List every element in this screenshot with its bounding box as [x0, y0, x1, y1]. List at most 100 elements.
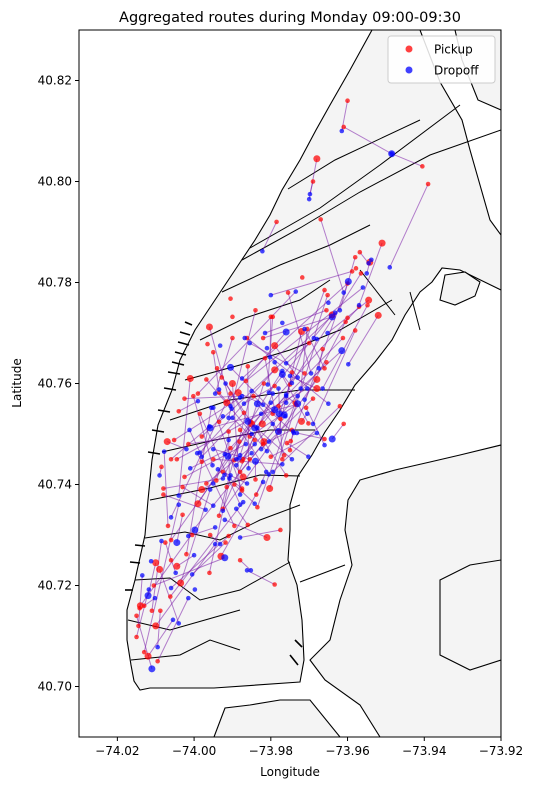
- dropoff-point: [293, 289, 299, 294]
- pickup-point: [223, 399, 231, 407]
- dropoff-point: [280, 320, 285, 326]
- dropoff-point: [369, 257, 374, 263]
- dropoff-point: [210, 463, 215, 468]
- pickup-point: [177, 579, 185, 587]
- route-line: [234, 484, 256, 505]
- dropoff-point: [244, 417, 252, 425]
- dropoff-point: [210, 481, 216, 486]
- dropoff-point: [220, 414, 226, 419]
- pickup-point: [228, 391, 233, 396]
- pickup-point: [239, 473, 247, 481]
- dropoff-point: [302, 397, 307, 402]
- dropoff-point: [152, 595, 158, 601]
- pickup-point: [281, 452, 287, 458]
- route-line: [191, 542, 226, 575]
- dropoff-point: [191, 526, 199, 534]
- pickup-point: [186, 441, 191, 447]
- pickup-point: [237, 439, 242, 444]
- pickup-point: [320, 346, 325, 352]
- pickup-point: [340, 335, 346, 341]
- dropoff-point: [221, 554, 229, 562]
- dropoff-point: [316, 366, 322, 371]
- dropoff-point: [224, 452, 232, 460]
- pickup-point: [161, 486, 166, 491]
- route-line: [300, 328, 308, 389]
- dropoff-point: [184, 446, 189, 452]
- pickup-point: [365, 296, 373, 304]
- pickup-point: [191, 393, 196, 399]
- dropoff-point: [278, 370, 286, 378]
- dropoff-point: [148, 665, 156, 673]
- pickup-point: [137, 605, 142, 611]
- route-line: [157, 597, 189, 662]
- route-line: [241, 283, 348, 379]
- route-line: [268, 314, 333, 393]
- route-line: [296, 432, 325, 440]
- dropoff-point: [289, 456, 295, 462]
- dropoff-point: [264, 345, 270, 351]
- pickup-point: [341, 124, 347, 130]
- dropoff-point: [322, 442, 327, 448]
- dropoff-point: [194, 450, 200, 456]
- dropoff-point: [272, 359, 277, 365]
- dropoff-point: [220, 508, 226, 514]
- pickup-point: [283, 473, 289, 478]
- pickup-point: [161, 492, 166, 497]
- route-line: [190, 447, 231, 469]
- pickup-point: [353, 266, 359, 271]
- dropoff-point: [339, 128, 345, 134]
- dropoff-point: [311, 335, 317, 341]
- pickup-point: [163, 540, 168, 545]
- pickup-point: [271, 342, 279, 350]
- dropoff-point: [237, 535, 243, 540]
- pickup-point: [173, 562, 181, 570]
- pickup-point: [352, 254, 358, 260]
- pickup-point: [234, 389, 242, 397]
- dropoff-point: [308, 371, 314, 376]
- route-line: [312, 330, 356, 425]
- base-map: [126, 30, 501, 737]
- dropoff-point: [304, 411, 310, 417]
- pickup-point: [260, 335, 266, 341]
- pickup-point: [226, 429, 231, 434]
- pickup-point: [357, 249, 363, 255]
- dropoff-point: [306, 196, 312, 202]
- pickup-point: [184, 551, 189, 557]
- dropoff-point: [159, 538, 164, 544]
- x-tick-label: −73.94: [402, 744, 446, 758]
- dropoff-point: [246, 466, 251, 471]
- pickup-point: [365, 302, 370, 308]
- pickup-point: [378, 239, 386, 247]
- dropoff-point: [326, 300, 331, 306]
- dropoff-point: [217, 541, 223, 547]
- dropoff-point: [212, 391, 218, 396]
- pickup-point: [268, 454, 274, 460]
- pickup-point: [285, 290, 291, 295]
- pickup-point: [298, 417, 306, 425]
- pickup-point: [276, 403, 281, 409]
- dropoff-point: [155, 644, 160, 650]
- dropoff-point: [263, 469, 269, 475]
- dropoff-point: [298, 386, 304, 391]
- dropoff-point: [287, 373, 293, 379]
- pickup-point: [199, 459, 205, 465]
- dropoff-point: [173, 539, 181, 547]
- route-line: [178, 378, 191, 496]
- dropoff-point: [144, 592, 152, 600]
- dropoff-point: [282, 328, 290, 336]
- pickup-point: [226, 533, 231, 539]
- pickup-point: [303, 405, 309, 411]
- route-line: [256, 395, 299, 508]
- y-tick-label: 40.70: [38, 680, 72, 694]
- route-line: [256, 403, 280, 432]
- dropoff-point: [228, 403, 233, 409]
- route-line: [197, 291, 297, 394]
- pickup-point: [289, 370, 295, 375]
- dropoff-point: [326, 401, 331, 407]
- dropoff-point: [294, 400, 302, 408]
- pickup-point: [223, 540, 228, 545]
- dropoff-point: [173, 570, 178, 576]
- legend-box: [387, 35, 496, 84]
- chart-title: Aggregated routes during Monday 09:00-09…: [119, 10, 461, 26]
- dropoff-point: [295, 393, 300, 399]
